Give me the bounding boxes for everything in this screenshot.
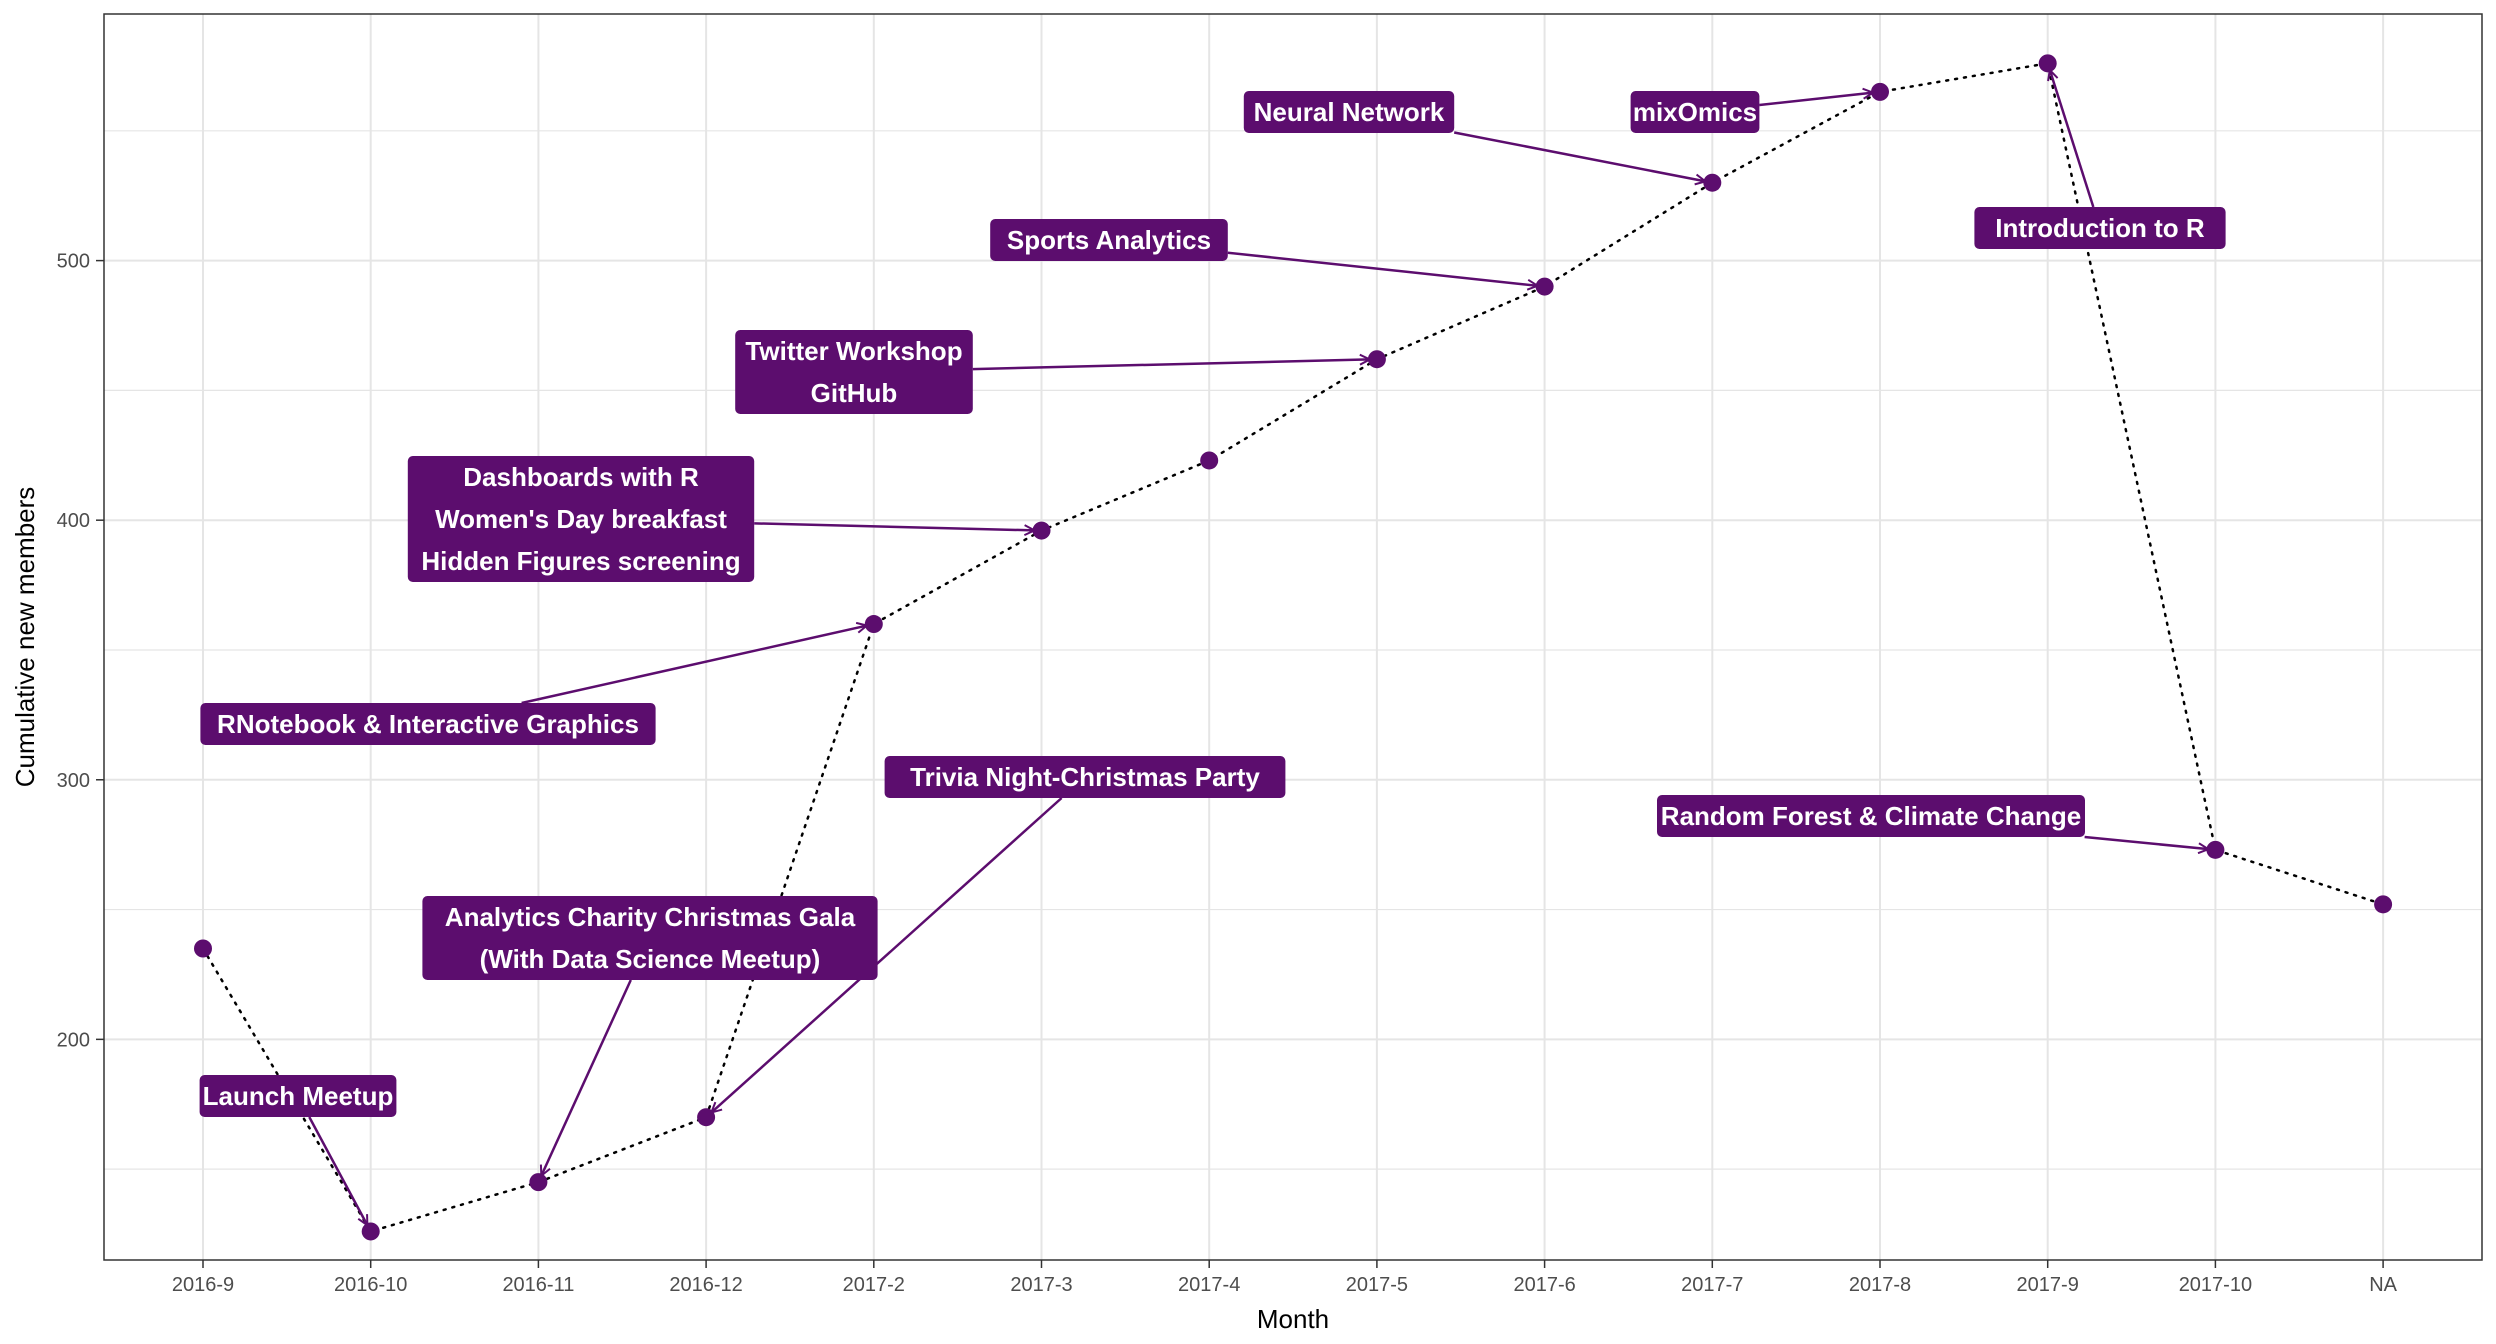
grid-lines — [104, 14, 2482, 1260]
data-point — [1032, 521, 1051, 540]
annotation-arrow — [754, 522, 1034, 530]
annotation-labels: Launch Meetup Analytics Charity Christmas… — [199, 91, 2226, 1117]
annotation-label-box — [1630, 91, 1760, 133]
data-point — [2374, 895, 2393, 914]
y-tick-label: 300 — [57, 770, 90, 792]
data-point — [194, 939, 212, 958]
data-point — [2038, 54, 2057, 73]
annotation-label-text: mixOmics — [1633, 97, 1757, 127]
annotation-label-text: Sports Analytics — [1007, 225, 1211, 255]
x-tick-label: 2017-7 — [1681, 1274, 1743, 1296]
y-tick-label: 400 — [57, 510, 90, 532]
data-point — [864, 615, 883, 634]
annotation-arrow — [1453, 131, 1705, 181]
data-point — [1871, 82, 1889, 101]
annotation-label-text: RNotebook & Interactive Graphics — [217, 709, 639, 739]
data-point — [1703, 173, 1722, 192]
annotation-arrow — [972, 359, 1370, 371]
annotation-label-box — [407, 456, 755, 582]
data-point — [1367, 350, 1386, 369]
annotation-label-box — [1974, 207, 2226, 249]
annotation-label-text: Launch Meetup — [203, 1081, 394, 1111]
x-tick-label: 2017-4 — [1178, 1274, 1240, 1296]
data-point — [1535, 277, 1554, 296]
x-tick-label: 2017-10 — [2179, 1274, 2252, 1296]
annotation-arrow — [308, 1116, 369, 1225]
x-tick-label: 2016-12 — [669, 1274, 742, 1296]
x-tick-label: 2016-10 — [334, 1274, 407, 1296]
annotation-label-text: (With Data Science Meetup) — [480, 944, 821, 974]
x-tick-label: 2017-2 — [843, 1274, 905, 1296]
annotation-label-text: Hidden Figures screening — [421, 546, 740, 576]
series-dotted-line — [201, 61, 2385, 1233]
plot-panel-background — [104, 14, 2482, 1260]
data-point — [697, 1108, 716, 1127]
x-tick-label: NA — [2369, 1274, 2397, 1296]
x-tick-label: 2017-8 — [1849, 1274, 1911, 1296]
annotation-arrow — [2084, 835, 2209, 849]
axes: 200 300 400 500 2016-9 2016-10 2016-11 2016-12 2… — [57, 251, 2398, 1296]
x-tick-label: 2016-11 — [502, 1274, 574, 1296]
annotation-arrow — [1227, 251, 1538, 286]
annotation-label-text: GitHub — [811, 378, 898, 408]
annotation-label-text: Twitter Workshop — [745, 336, 962, 366]
annotation-arrow — [1759, 93, 1873, 107]
annotation-arrow — [541, 979, 632, 1176]
annotation-arrow — [521, 626, 867, 705]
annotation-label-text: Neural Network — [1254, 97, 1445, 127]
annotation-label-box — [735, 330, 973, 414]
annotation-arrows — [308, 70, 2209, 1225]
annotation-label-box — [1243, 91, 1455, 133]
data-point — [361, 1222, 380, 1241]
y-tick-label: 500 — [57, 251, 90, 273]
annotation-label-text: Trivia Night-Christmas Party — [910, 762, 1260, 792]
y-tick-label: 200 — [57, 1029, 90, 1051]
x-tick-label: 2017-9 — [2017, 1274, 2079, 1296]
x-tick-label: 2017-6 — [1513, 1274, 1575, 1296]
annotation-label-box — [422, 896, 878, 980]
annotation-label-text: Dashboards with R — [463, 462, 699, 492]
annotation-label-box — [200, 703, 656, 745]
annotation-label-text: Women's Day breakfast — [435, 504, 727, 534]
annotation-arrow — [711, 797, 1063, 1113]
annotation-label-text: Introduction to R — [1995, 213, 2205, 243]
data-point — [1200, 451, 1219, 470]
data-points — [194, 54, 2393, 1241]
x-axis-title: Month — [1257, 1304, 1329, 1334]
y-axis-title: Cumulative new members — [10, 487, 40, 788]
annotation-label-text: Random Forest & Climate Change — [1661, 801, 2081, 831]
annotation-label-box — [1657, 795, 2085, 837]
series-line — [201, 61, 2385, 1233]
data-point — [529, 1173, 548, 1192]
annotation-label-box — [199, 1075, 397, 1117]
annotation-arrow — [2050, 70, 2095, 208]
plot-panel-border — [103, 13, 2483, 1261]
x-tick-label: 2017-3 — [1010, 1274, 1072, 1296]
x-tick-label: 2017-5 — [1346, 1274, 1408, 1296]
annotation-label-text: Analytics Charity Christmas Gala — [445, 902, 856, 932]
annotation-label-box — [990, 219, 1228, 261]
data-point — [2206, 840, 2225, 859]
annotation-label-box — [884, 756, 1286, 798]
x-tick-label: 2016-9 — [172, 1274, 234, 1296]
